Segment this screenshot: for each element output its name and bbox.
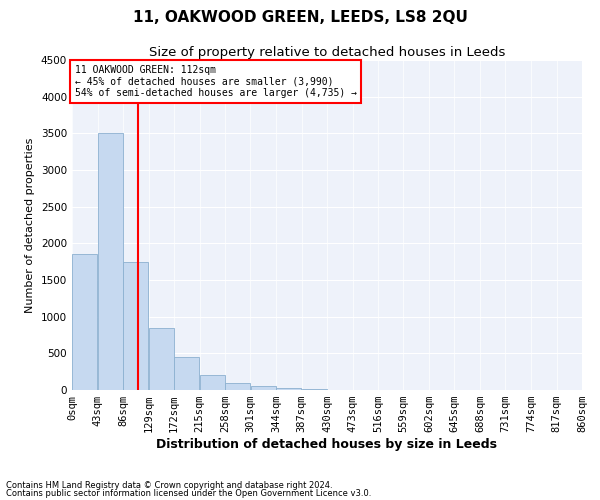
Bar	[72, 254, 97, 390]
Bar	[174, 357, 199, 390]
Y-axis label: Number of detached properties: Number of detached properties	[25, 138, 35, 312]
Bar	[149, 328, 174, 390]
Bar	[225, 382, 250, 390]
Bar	[276, 388, 301, 390]
Bar	[98, 134, 123, 390]
Bar	[200, 376, 225, 390]
Text: 11 OAKWOOD GREEN: 112sqm
← 45% of detached houses are smaller (3,990)
54% of sem: 11 OAKWOOD GREEN: 112sqm ← 45% of detach…	[74, 65, 356, 98]
Title: Size of property relative to detached houses in Leeds: Size of property relative to detached ho…	[149, 46, 505, 59]
Text: 11, OAKWOOD GREEN, LEEDS, LS8 2QU: 11, OAKWOOD GREEN, LEEDS, LS8 2QU	[133, 10, 467, 25]
X-axis label: Distribution of detached houses by size in Leeds: Distribution of detached houses by size …	[157, 438, 497, 451]
Bar	[123, 262, 148, 390]
Bar	[251, 386, 276, 390]
Bar	[302, 389, 327, 390]
Text: Contains public sector information licensed under the Open Government Licence v3: Contains public sector information licen…	[6, 489, 371, 498]
Text: Contains HM Land Registry data © Crown copyright and database right 2024.: Contains HM Land Registry data © Crown c…	[6, 480, 332, 490]
